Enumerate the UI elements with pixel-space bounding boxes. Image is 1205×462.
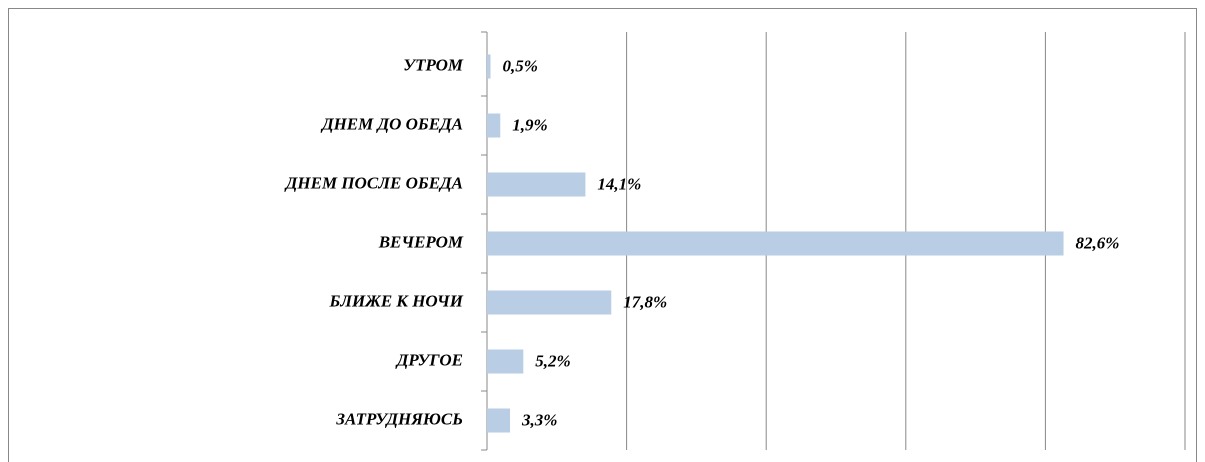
y-tick-label: ВЕЧЕРОМ: [378, 232, 464, 251]
data-label: 14,1%: [597, 174, 641, 193]
y-tick-label: ЗАТРУДНЯЮСЬ: [335, 409, 463, 428]
data-label: 1,9%: [512, 115, 547, 134]
data-label: 3,3%: [521, 410, 557, 429]
chart-border: [8, 8, 1197, 462]
bar: [487, 349, 524, 374]
data-label: 82,6%: [1076, 233, 1120, 252]
y-tick-label: БЛИЖЕ К НОЧИ: [329, 291, 464, 310]
bar: [487, 172, 586, 197]
y-tick-label: ДНЕМ ДО ОБЕДА: [320, 114, 463, 133]
y-tick-label: УТРОМ: [403, 55, 464, 74]
bar: [487, 54, 491, 79]
data-label: 0,5%: [502, 56, 537, 75]
bar: [487, 113, 501, 138]
y-tick-label: ДНЕМ ПОСЛЕ ОБЕДА: [284, 173, 463, 192]
y-tick-label: ДРУГОЕ: [395, 350, 463, 369]
data-label: 5,2%: [535, 351, 570, 370]
data-label: 17,8%: [623, 292, 667, 311]
bar: [487, 408, 511, 433]
bar: [487, 231, 1064, 256]
bar: [487, 290, 612, 315]
